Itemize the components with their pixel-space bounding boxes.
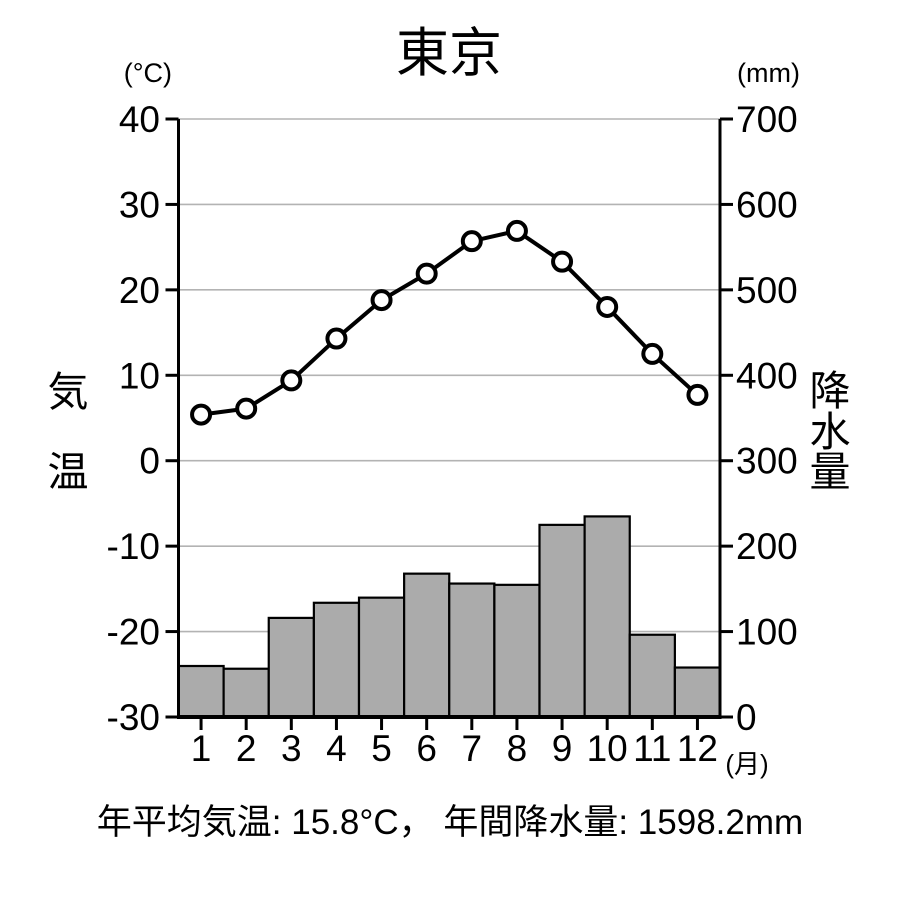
temperature-marker-month-9 xyxy=(551,250,574,273)
temperature-marker-month-10 xyxy=(596,295,619,318)
left-axis-tick-label: -20 xyxy=(107,612,160,653)
left-axis-tick-label: 30 xyxy=(119,184,160,225)
temperature-marker-month-7 xyxy=(460,230,483,253)
left-axis-tick-label: -30 xyxy=(107,697,160,738)
x-axis-tick-label: 6 xyxy=(416,728,437,769)
precip-bar-month-4 xyxy=(312,601,361,719)
chart-title: 東京 xyxy=(396,24,502,83)
left-axis-tick-label: 0 xyxy=(139,441,160,482)
temperature-marker-month-3 xyxy=(280,369,303,392)
x-axis-tick-label: 10 xyxy=(587,728,628,769)
precip-bar-month-5 xyxy=(357,596,406,719)
right-axis-tick-label: 400 xyxy=(736,355,798,396)
x-axis-tick-label: 5 xyxy=(371,728,392,769)
precip-bar-month-3 xyxy=(267,616,315,719)
right-axis-tick-label: 100 xyxy=(736,612,798,653)
right-axis-tick-label: 500 xyxy=(736,270,798,311)
right-axis-tick-label: 600 xyxy=(736,184,798,225)
x-axis-tick-label: 4 xyxy=(326,728,347,769)
right-axis-tick-label: 200 xyxy=(736,526,798,567)
temperature-marker-month-4 xyxy=(325,327,348,350)
precip-bar-month-1 xyxy=(177,664,225,719)
left-axis-unit-label: (°C) xyxy=(123,58,172,88)
temperature-marker-month-8 xyxy=(505,219,528,242)
temperature-marker-month-5 xyxy=(370,289,393,312)
temperature-marker-month-2 xyxy=(235,397,258,420)
left-axis-tick-label: 10 xyxy=(119,355,160,396)
precip-bar-month-12 xyxy=(673,666,722,719)
precip-bar-month-7 xyxy=(448,582,496,719)
left-axis-tick-label: 20 xyxy=(119,270,160,311)
x-axis-tick-label: 12 xyxy=(677,728,718,769)
x-axis-unit-label: (月) xyxy=(725,749,769,779)
precip-bar-month-9 xyxy=(538,523,586,719)
right-axis-tick-label: 300 xyxy=(736,441,798,482)
x-axis-tick-label: 1 xyxy=(191,728,212,769)
precip-bar-month-8 xyxy=(493,583,541,719)
right-axis-tick-label: 0 xyxy=(736,697,757,738)
x-axis-tick-label: 9 xyxy=(552,728,573,769)
temperature-marker-month-11 xyxy=(641,342,664,365)
x-axis-tick-label: 8 xyxy=(507,728,528,769)
temperature-marker-month-12 xyxy=(686,383,709,406)
summary-caption: 年平均気温: 15.8°C， 年間降水量: 1598.2mm xyxy=(96,803,804,842)
x-axis-tick-label: 7 xyxy=(462,728,483,769)
precip-bar-month-2 xyxy=(222,667,270,719)
temperature-marker-month-1 xyxy=(190,403,213,426)
right-axis-unit-label: (mm) xyxy=(737,58,800,88)
x-axis-tick-label: 11 xyxy=(633,728,671,769)
x-axis-tick-label: 2 xyxy=(236,728,257,769)
precip-bar-month-10 xyxy=(583,515,631,719)
precip-bar-month-11 xyxy=(628,633,676,719)
left-axis-tick-label: -10 xyxy=(107,526,160,567)
temperature-marker-month-6 xyxy=(415,262,438,285)
right-axis-title: 降 水 量 xyxy=(809,368,851,495)
left-axis-tick-label: 40 xyxy=(119,99,160,140)
right-axis-tick-label: 700 xyxy=(736,99,798,140)
x-axis-tick-label: 3 xyxy=(281,728,302,769)
precip-bar-month-6 xyxy=(403,572,451,719)
temperature-line xyxy=(200,228,699,417)
left-axis-title: 気 温 xyxy=(47,369,89,495)
